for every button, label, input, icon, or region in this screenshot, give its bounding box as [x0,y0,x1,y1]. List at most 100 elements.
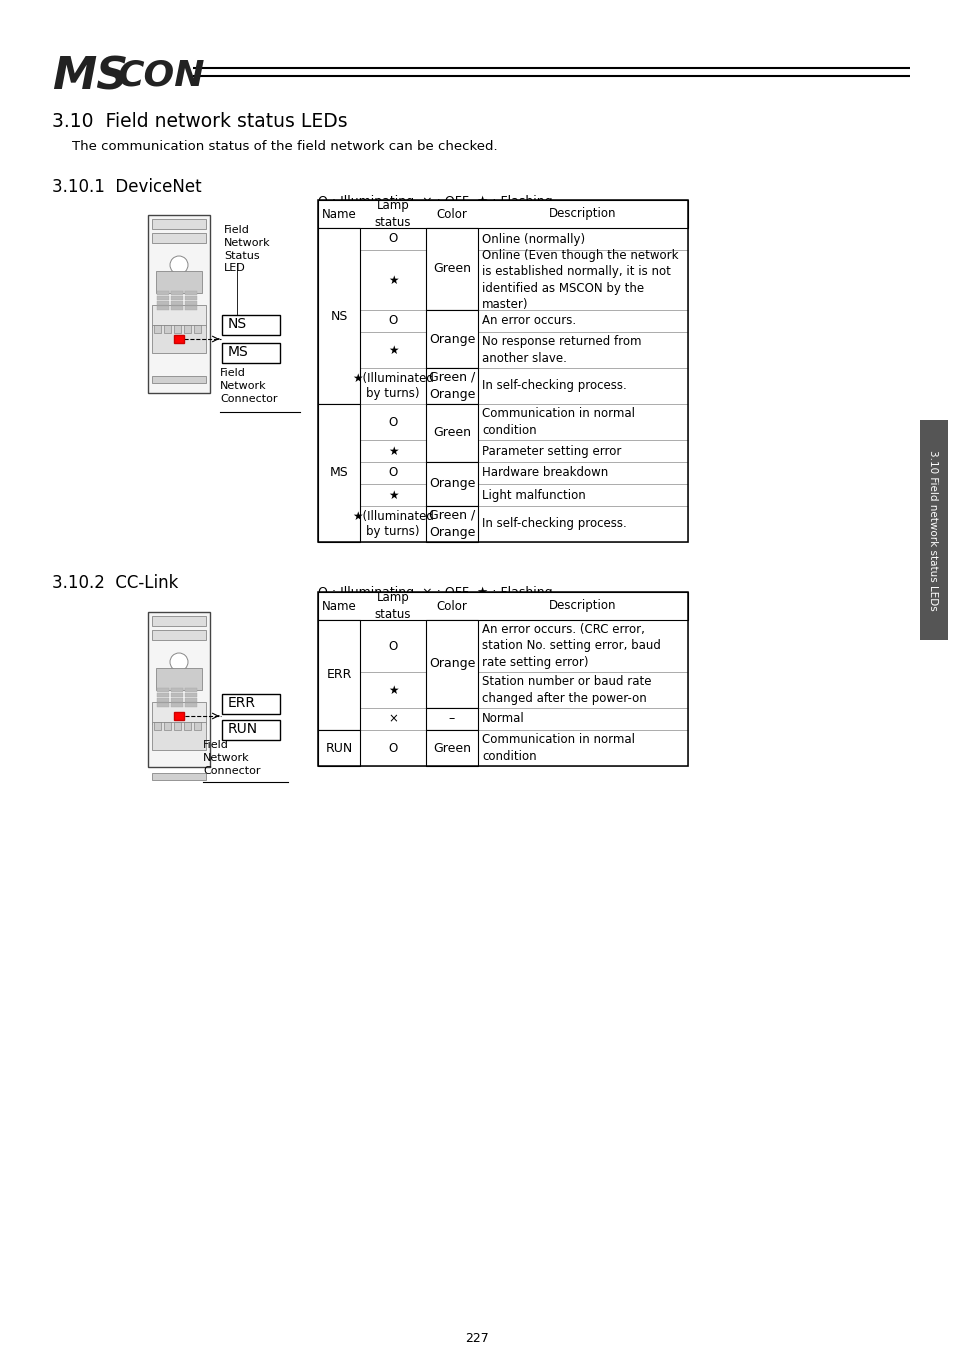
Text: Description: Description [549,208,616,220]
Bar [426,620,477,672]
Bar [222,315,280,335]
Bar [317,440,359,462]
Bar [317,620,359,730]
Bar [426,485,477,506]
Text: In self-checking process.: In self-checking process. [481,517,626,531]
Bar [359,310,426,332]
Bar [426,369,477,404]
Bar [185,292,196,296]
Bar [359,730,426,765]
Bar [171,301,183,305]
Bar [477,332,687,369]
Bar [152,722,206,751]
Bar [426,730,477,765]
Text: O: O [388,467,397,479]
Bar [152,774,206,780]
Bar [171,296,183,300]
Bar [317,672,359,707]
Bar [359,462,426,485]
Text: Light malfunction: Light malfunction [481,489,585,501]
Bar [317,404,359,541]
Text: Orange: Orange [428,332,475,346]
Text: Green: Green [433,262,471,275]
Bar [171,698,183,702]
Bar [152,219,206,230]
Text: 3.10.1  DeviceNet: 3.10.1 DeviceNet [52,178,201,196]
Bar [426,672,477,707]
Text: 3.10  Field network status LEDs: 3.10 Field network status LEDs [52,112,347,131]
Bar [185,693,196,697]
Bar [222,694,280,714]
Bar [157,693,169,697]
Bar [156,668,202,690]
Bar [153,722,161,730]
Text: ERR: ERR [228,697,255,710]
Bar [157,301,169,305]
Text: MS: MS [228,346,249,359]
Bar [426,250,477,310]
Bar [193,325,201,333]
Text: ★(Illuminated
by turns): ★(Illuminated by turns) [352,510,434,539]
Text: O : Illuminating, × : OFF, ★ : Flashing: O : Illuminating, × : OFF, ★ : Flashing [317,194,552,208]
Text: No response returned from
another slave.: No response returned from another slave. [481,335,640,365]
Bar [153,325,161,333]
Bar [164,325,171,333]
Bar [317,730,359,765]
Text: RUN: RUN [325,741,353,755]
Bar [477,250,687,310]
Bar [184,325,191,333]
Text: –: – [449,713,455,725]
Bar [185,301,196,305]
Bar [157,688,169,693]
Bar [317,228,359,250]
Bar [317,250,359,310]
Text: An error occurs.: An error occurs. [481,315,576,328]
Bar [426,310,477,332]
Text: NS: NS [330,309,347,323]
Bar [157,703,169,707]
Text: Orange: Orange [428,478,475,490]
Bar [185,703,196,707]
Text: Online (normally): Online (normally) [481,232,584,246]
Bar [359,369,426,404]
Bar [359,485,426,506]
Text: Name: Name [321,208,356,220]
Bar [317,593,687,620]
Text: NS: NS [228,317,247,331]
Bar [359,672,426,707]
Bar [477,730,687,765]
Bar [173,325,181,333]
Bar [148,612,210,767]
Bar [426,620,477,707]
Bar [426,332,477,369]
Bar [171,292,183,296]
Text: In self-checking process.: In self-checking process. [481,379,626,393]
Text: Orange: Orange [428,657,475,671]
Bar [152,630,206,640]
Bar [477,707,687,730]
Bar [152,305,206,327]
Text: Name: Name [321,599,356,613]
Circle shape [170,653,188,671]
Bar [148,215,210,393]
Bar [426,228,477,250]
Bar [157,296,169,300]
Bar [426,707,477,730]
Bar [477,672,687,707]
Text: Green: Green [433,741,471,755]
Bar [317,730,359,765]
Bar [157,306,169,310]
Bar [477,485,687,506]
Bar [185,698,196,702]
Bar [317,404,359,440]
Text: CON: CON [118,58,205,92]
Bar [173,711,184,720]
Bar [152,377,206,383]
Bar [193,722,201,730]
Bar [477,404,687,440]
Bar [919,420,947,640]
Bar [185,296,196,300]
Text: RUN: RUN [228,722,258,736]
Text: Field
Network
Connector: Field Network Connector [220,369,277,404]
Text: Field
Network
Status
LED: Field Network Status LED [224,225,271,274]
